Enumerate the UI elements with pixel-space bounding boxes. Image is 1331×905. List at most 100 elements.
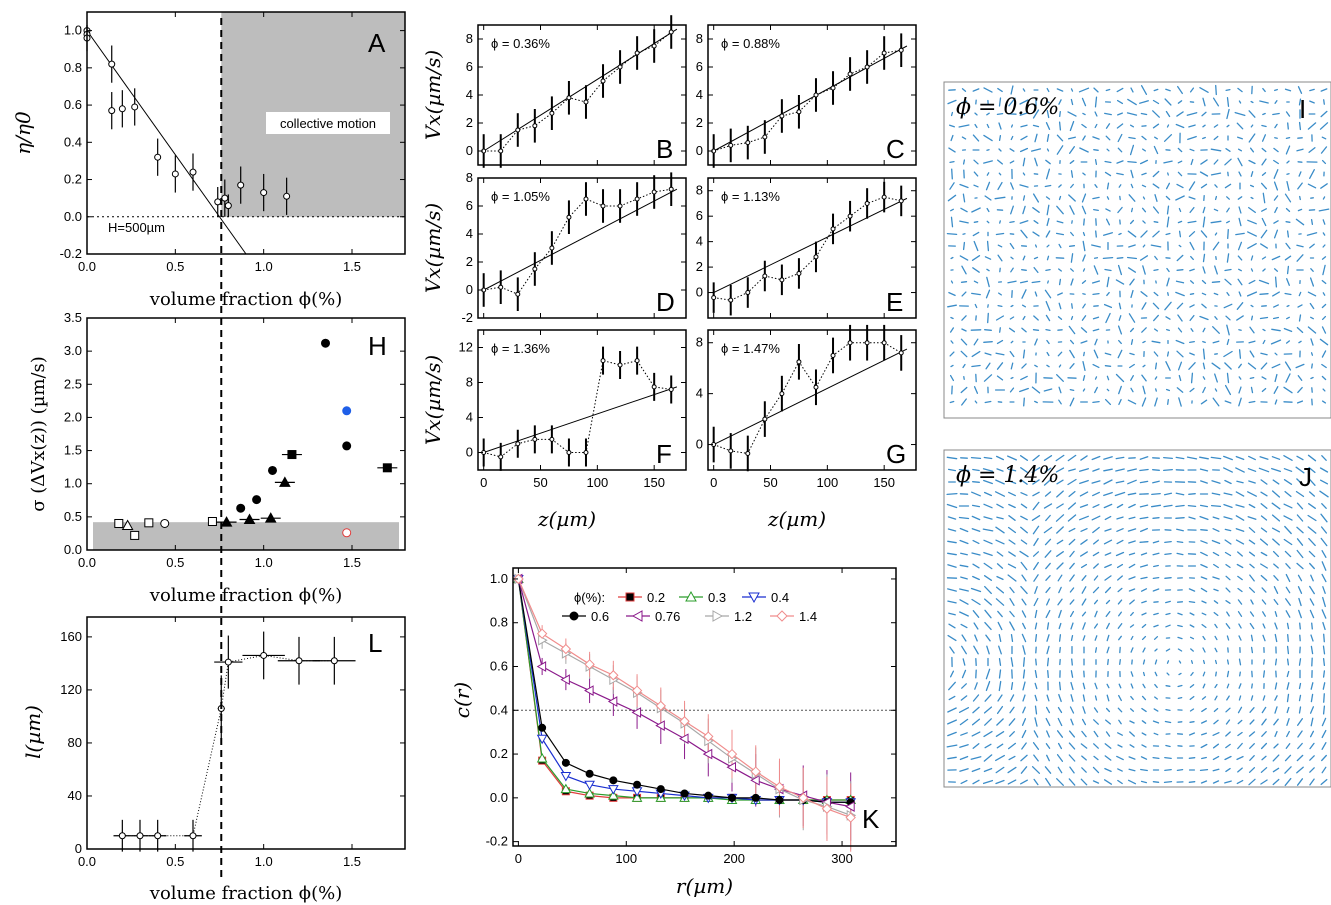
velocity-arrow [1092,504,1100,508]
velocity-arrow [1199,315,1209,321]
velocity-arrow [1141,600,1147,604]
velocity-arrow [1215,84,1217,96]
data-point [237,181,245,189]
data-point [321,338,330,348]
velocity-arrow [1070,170,1074,178]
velocity-arrow [983,341,993,343]
velocity-arrow [1226,683,1230,689]
panel-c-ytick-label: 2 [696,115,703,130]
velocity-arrow [959,755,969,761]
velocity-arrow [986,207,990,213]
velocity-arrow [1093,575,1099,581]
velocity-arrow [1034,338,1038,346]
data-point [236,503,246,513]
velocity-arrow [1115,480,1125,484]
velocity-arrow [1141,732,1147,736]
velocity-arrow [1009,621,1015,631]
velocity-arrow [1103,503,1113,509]
data-point [144,518,154,528]
velocity-arrow [997,304,1003,308]
velocity-arrow [1141,374,1147,382]
velocity-arrow [1082,303,1086,309]
velocity-arrow [1202,671,1206,677]
velocity-arrow [1211,492,1221,496]
phi-label: ϕ = 0.88% [721,36,780,51]
velocity-arrow [1212,743,1220,749]
velocity-arrow [947,719,957,725]
velocity-arrow [1008,97,1016,107]
velocity-arrow [1007,574,1017,582]
velocity-arrow [997,694,1003,702]
velocity-arrow [1296,254,1304,262]
velocity-arrow [1045,196,1051,200]
velocity-arrow [1273,586,1279,594]
velocity-arrow [1285,111,1291,117]
velocity-arrow [1238,683,1242,689]
velocity-arrow [1189,352,1195,356]
data-point [224,658,232,666]
velocity-arrow [1021,327,1027,333]
velocity-arrow [1237,731,1243,737]
velocity-arrow [1007,563,1017,569]
velocity-arrow [1235,232,1245,236]
velocity-arrow [959,564,969,568]
velocity-arrow [1082,635,1086,641]
velocity-arrow [1141,707,1147,713]
velocity-arrow [1022,157,1026,167]
velocity-arrow [1082,231,1086,237]
velocity-arrow [995,455,1005,461]
velocity-arrow [1238,635,1242,641]
velocity-arrow [1142,364,1146,368]
velocity-arrow [1020,561,1028,571]
legend-item: 0.6 [562,609,609,624]
velocity-arrow [1034,717,1038,727]
velocity-arrow [1286,173,1290,175]
data-point [342,528,352,538]
velocity-arrow [959,744,969,748]
velocity-arrow [1034,705,1038,715]
data-point [726,748,738,760]
velocity-arrow [1022,255,1026,261]
velocity-arrow [1309,755,1315,761]
velocity-arrow [1104,767,1112,773]
velocity-arrow [1176,387,1184,393]
velocity-arrow [1153,708,1159,712]
velocity-arrow [1175,456,1185,460]
velocity-arrow [1104,171,1112,177]
velocity-arrow [1285,573,1291,583]
velocity-arrow [1224,780,1232,784]
velocity-arrow [947,540,957,544]
velocity-arrow [1128,313,1136,323]
legend-item: 1.2 [705,609,752,624]
velocity-arrow [998,645,1002,655]
velocity-arrow [1117,599,1123,605]
velocity-arrow [1322,596,1326,608]
velocity-arrow [1057,574,1063,582]
panel-j-arrows [946,454,1329,787]
velocity-arrow [1297,86,1303,94]
velocity-arrow [1141,720,1147,724]
velocity-arrow [1153,314,1159,322]
velocity-arrow [1070,88,1074,92]
panel-a-ytick-label: -0.2 [60,246,82,261]
velocity-arrow [1020,539,1028,545]
x-axis-label: volume fraction ϕ(%) [149,585,342,606]
velocity-arrow [1104,575,1112,581]
velocity-arrow [1309,778,1315,786]
velocity-arrow [1043,388,1053,392]
velocity-arrow [985,362,991,370]
panel-h-ytick-label: 3.5 [64,310,82,325]
velocity-arrow [949,327,955,333]
y-axis-label: c(r) [450,682,474,718]
data-point [728,793,737,802]
velocity-arrow [1118,232,1122,236]
velocity-arrow [972,610,980,618]
velocity-arrow [947,528,957,532]
velocity-arrow [1009,694,1015,702]
velocity-arrow [1248,400,1256,404]
velocity-arrow [1272,767,1280,773]
velocity-arrow [1068,194,1076,202]
velocity-arrow [1046,364,1050,368]
velocity-arrow [1322,292,1326,296]
velocity-arrow [1223,350,1233,358]
